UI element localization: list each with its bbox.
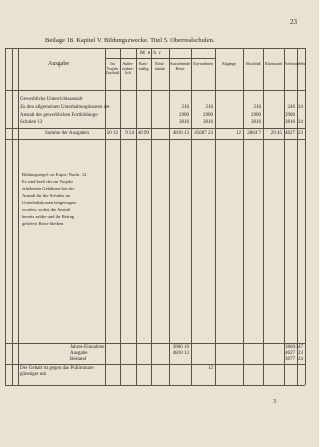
column-rule bbox=[12, 48, 13, 385]
column-header: Im Vorjahr Zuschuß bbox=[105, 62, 120, 75]
column-rule bbox=[169, 48, 170, 385]
cell-value: 4810 13 bbox=[172, 131, 189, 136]
column-rule bbox=[297, 48, 298, 385]
row-rule bbox=[5, 90, 305, 91]
remark-line: Unterhaltskosten beigetragen bbox=[22, 200, 76, 205]
cell-value: 216 bbox=[181, 105, 190, 110]
row-rule bbox=[5, 364, 305, 365]
column-header: Abgänge bbox=[221, 62, 237, 66]
cell-value: 3816 bbox=[251, 120, 261, 125]
column-rule bbox=[5, 48, 6, 385]
cell-value: 24 bbox=[298, 120, 303, 125]
row-rule bbox=[5, 385, 305, 386]
cell-value: 23 bbox=[298, 131, 303, 136]
remark-line: bereits zahlte und ihr Betrag bbox=[22, 214, 75, 219]
column-header: Außer-ordent-lich bbox=[122, 62, 134, 75]
cell-value: 45687 23 bbox=[194, 131, 213, 136]
column-rule bbox=[215, 48, 216, 385]
cell-value: 3860 bbox=[285, 345, 295, 350]
column-rule bbox=[243, 48, 244, 385]
cell-value: 29 45 bbox=[270, 131, 282, 136]
cell-value: 3677 bbox=[285, 357, 295, 362]
row-label: Anstalt der gewerblichen Fortbildungs- bbox=[20, 113, 99, 118]
column-header: Abschluß bbox=[245, 62, 261, 66]
footer-mark: 3 bbox=[273, 399, 276, 405]
remark-line: geliefert Reste bleiben. bbox=[22, 221, 65, 226]
column-header: Rück-stände bbox=[154, 62, 166, 71]
cell-value: 216 bbox=[253, 105, 262, 110]
column-rule bbox=[105, 48, 106, 385]
remark-line: Bildungsregel: zu Kapit.-Nachr. 12 bbox=[22, 172, 87, 177]
column-rule bbox=[305, 48, 306, 385]
row-label: Der Gehalt ist gegen das Präliminare gün… bbox=[20, 366, 94, 377]
column-header: Rückstand bbox=[265, 62, 282, 66]
page-number: 23 bbox=[290, 18, 297, 26]
cell-value: 12 bbox=[236, 131, 241, 136]
row-label: Summe der Ausgaben bbox=[45, 131, 89, 136]
column-header: Mehr bbox=[297, 62, 305, 66]
cell-value: 216 bbox=[205, 105, 214, 110]
column-rule bbox=[18, 48, 19, 385]
cell-value: 2900 bbox=[285, 113, 295, 118]
remark-line: erhobenen Gebühren bei der bbox=[22, 186, 75, 191]
row-label: Bestand bbox=[70, 357, 87, 362]
row-label: Zu den allgemeinen Unterhaltungskosten d… bbox=[20, 105, 110, 110]
page-title: Beilage 18. Kapitel V. Bildungszwecke. T… bbox=[45, 37, 215, 44]
group-header: Mehr bbox=[140, 50, 164, 56]
cell-value: 3816 bbox=[285, 120, 295, 125]
row-rule bbox=[5, 343, 305, 344]
row-rule bbox=[5, 128, 305, 129]
column-header: Preliminare bbox=[284, 62, 297, 66]
row-rule bbox=[105, 58, 215, 59]
column-rule bbox=[136, 48, 137, 385]
column-header: Etats-mäßig bbox=[138, 62, 149, 71]
column-header: Ausstehende Reste bbox=[169, 62, 191, 71]
cell-value: 2864 7 bbox=[247, 131, 261, 136]
cell-value: 24 bbox=[298, 357, 303, 362]
cell-value: 4627 bbox=[285, 351, 295, 356]
cell-value: 347 bbox=[295, 345, 304, 350]
cell-value: 4810 13 bbox=[172, 351, 189, 356]
row-label: Jahres-Einnahme bbox=[70, 345, 105, 350]
column-rule bbox=[263, 48, 264, 385]
cell-value: 20 12 bbox=[106, 131, 118, 136]
cell-value: 2900 bbox=[251, 113, 261, 118]
cell-value: 2900 bbox=[179, 113, 189, 118]
row-label: Schulen 12 bbox=[20, 120, 43, 125]
cell-value: 246 bbox=[287, 105, 296, 110]
cell-value: 9 54 bbox=[125, 131, 134, 136]
row-label: Ausgabe bbox=[70, 351, 88, 356]
remark-line: Es sind kraft der im Vorjahr bbox=[22, 179, 73, 184]
row-rule bbox=[5, 139, 305, 140]
column-rule bbox=[284, 48, 285, 385]
cell-value: 4627 bbox=[285, 131, 295, 136]
cell-value: 3816 bbox=[179, 120, 189, 125]
column-rule bbox=[191, 48, 192, 385]
row-rule bbox=[5, 48, 305, 49]
cell-value: 24 bbox=[298, 105, 303, 110]
label-header: Ausgabe bbox=[48, 61, 69, 67]
remark-line: worden, wobei die Anstalt bbox=[22, 207, 71, 212]
cell-value: 3816 bbox=[203, 120, 213, 125]
cell-value: 2900 bbox=[203, 113, 213, 118]
column-header: Ein-nahmen bbox=[193, 62, 213, 66]
cell-value: 3866 10 bbox=[172, 345, 189, 350]
column-rule bbox=[120, 48, 121, 385]
column-rule bbox=[151, 48, 152, 385]
cell-value: 40 99 bbox=[137, 131, 149, 136]
row-label: Gewerbliche Unterrichtsanstalt bbox=[20, 97, 83, 102]
remark-line: Anstalt für die Schulen an bbox=[22, 193, 70, 198]
cell-value: 12 bbox=[208, 366, 213, 371]
cell-value: 23 bbox=[298, 351, 303, 356]
